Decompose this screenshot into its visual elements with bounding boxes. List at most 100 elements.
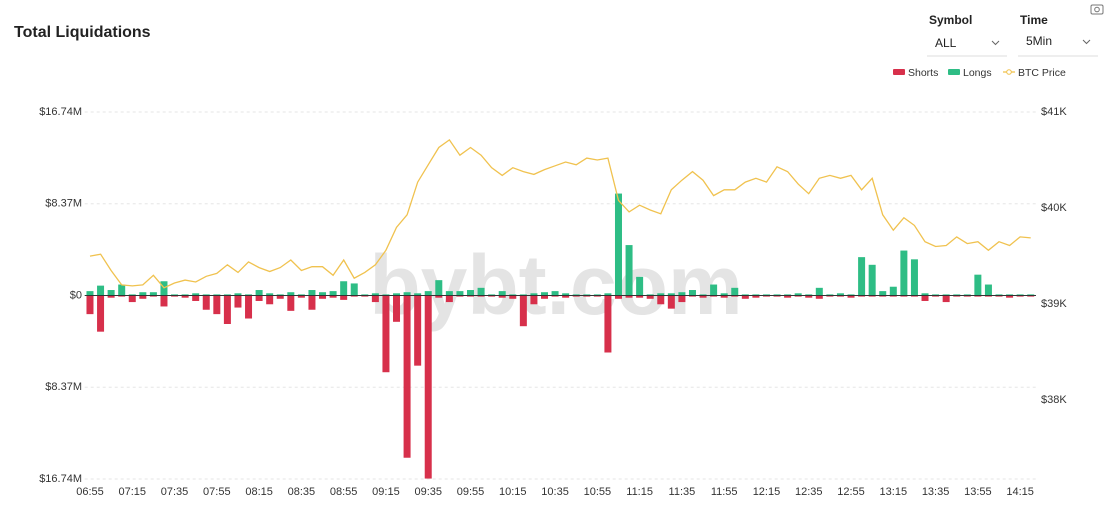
chevron[interactable] bbox=[1082, 39, 1091, 45]
bar bbox=[752, 294, 760, 296]
y-tick-label: $16.74M bbox=[39, 473, 82, 485]
bar bbox=[181, 294, 189, 296]
bar bbox=[636, 276, 644, 296]
bar bbox=[329, 291, 337, 296]
x-tick-label: 11:55 bbox=[711, 486, 738, 498]
bar bbox=[688, 290, 696, 296]
bar bbox=[1006, 294, 1014, 296]
bar bbox=[815, 287, 823, 296]
time-dropdown[interactable]: 5Min bbox=[1018, 34, 1098, 57]
bar bbox=[963, 295, 971, 297]
bar bbox=[350, 295, 358, 297]
bar bbox=[593, 295, 601, 297]
bar bbox=[889, 295, 897, 297]
bar bbox=[340, 281, 348, 296]
legend-item[interactable]: Longs bbox=[948, 67, 992, 79]
bar bbox=[276, 294, 284, 296]
camera-icon[interactable] bbox=[1090, 4, 1104, 15]
bar bbox=[995, 295, 1003, 297]
bar bbox=[784, 295, 792, 298]
bar bbox=[974, 295, 982, 297]
bar bbox=[720, 295, 728, 298]
legend-item[interactable]: Shorts bbox=[893, 67, 938, 79]
bar bbox=[255, 290, 263, 296]
bar bbox=[625, 295, 633, 298]
bar bbox=[128, 295, 136, 303]
bar bbox=[403, 292, 411, 296]
camera-lens[interactable] bbox=[1094, 6, 1100, 13]
bar bbox=[1006, 295, 1014, 298]
bar bbox=[540, 295, 548, 299]
bar bbox=[562, 293, 570, 296]
legend-swatch-dot bbox=[1006, 69, 1012, 75]
bar bbox=[836, 295, 844, 297]
bar bbox=[836, 293, 844, 296]
bar bbox=[741, 295, 749, 299]
bar bbox=[245, 295, 253, 319]
bar bbox=[329, 295, 337, 298]
bar bbox=[414, 295, 422, 366]
bar bbox=[456, 291, 464, 296]
bar bbox=[107, 295, 115, 298]
bar bbox=[805, 295, 813, 298]
bar bbox=[678, 292, 686, 296]
bar bbox=[287, 292, 295, 296]
bar bbox=[731, 295, 739, 297]
symbol-value[interactable]: ALL bbox=[935, 36, 957, 50]
bar bbox=[297, 295, 305, 298]
y-tick-label: $0 bbox=[70, 289, 82, 301]
x-tick-label: 10:15 bbox=[499, 486, 527, 498]
x-tick-label: 11:35 bbox=[669, 486, 696, 498]
bar bbox=[308, 295, 316, 310]
bar bbox=[509, 294, 517, 296]
bar bbox=[879, 295, 887, 297]
bar bbox=[572, 294, 580, 296]
bar bbox=[393, 295, 401, 322]
bar bbox=[371, 295, 379, 303]
price-line bbox=[89, 138, 1031, 289]
legend-label: Shorts bbox=[908, 67, 938, 79]
symbol-dropdown[interactable]: ALL bbox=[927, 36, 1007, 57]
x-tick-label: 10:55 bbox=[584, 486, 612, 498]
bar bbox=[910, 259, 918, 296]
bar bbox=[826, 294, 834, 296]
bar bbox=[97, 295, 105, 332]
bar bbox=[889, 286, 897, 296]
bar bbox=[762, 294, 770, 296]
bar bbox=[424, 295, 432, 479]
bar bbox=[900, 250, 908, 296]
bar bbox=[319, 295, 327, 299]
bar bbox=[319, 292, 327, 296]
bar bbox=[382, 294, 390, 296]
bar bbox=[583, 294, 591, 296]
bar bbox=[562, 295, 570, 298]
time-value[interactable]: 5Min bbox=[1026, 34, 1052, 48]
bar bbox=[688, 295, 696, 297]
bar bbox=[435, 295, 443, 298]
bar bbox=[953, 295, 961, 297]
bar bbox=[435, 280, 443, 296]
bar bbox=[963, 294, 971, 296]
bar bbox=[604, 293, 612, 296]
legend-label: Longs bbox=[963, 67, 992, 79]
bar bbox=[540, 292, 548, 296]
bar bbox=[519, 295, 527, 327]
bar bbox=[350, 283, 358, 296]
bar bbox=[213, 294, 221, 296]
bar bbox=[646, 294, 654, 296]
x-tick-label: 07:35 bbox=[161, 486, 189, 498]
x-tick-label: 12:35 bbox=[795, 486, 823, 498]
camera-body[interactable] bbox=[1090, 4, 1104, 15]
bar bbox=[741, 294, 749, 296]
legend-swatch bbox=[893, 69, 905, 75]
bar bbox=[477, 287, 485, 296]
bar bbox=[192, 293, 200, 296]
bar bbox=[752, 295, 760, 298]
bar bbox=[921, 295, 929, 301]
chevron[interactable] bbox=[991, 40, 1000, 46]
bar bbox=[160, 295, 168, 307]
legend-item[interactable]: BTC Price bbox=[1003, 67, 1066, 79]
x-tick-label: 09:35 bbox=[414, 486, 442, 498]
